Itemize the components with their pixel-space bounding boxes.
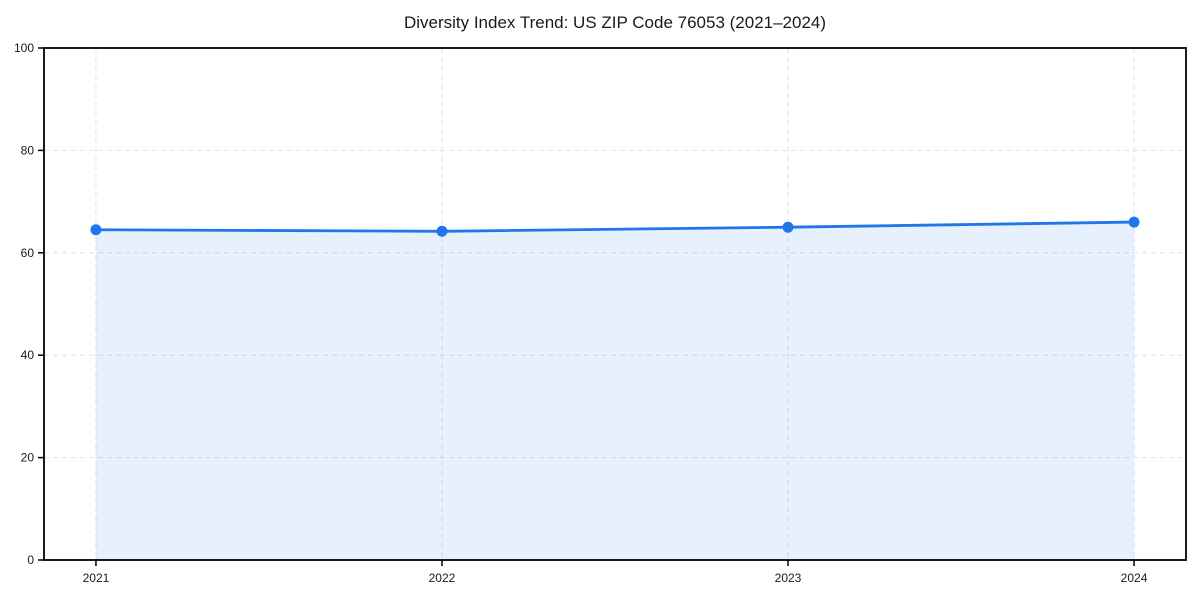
- x-tick-label: 2021: [83, 571, 110, 585]
- series-layer: [90, 216, 1140, 560]
- x-tick-label: 2024: [1121, 571, 1148, 585]
- plot-border: [43, 47, 1187, 561]
- x-tick-label: 2023: [775, 571, 802, 585]
- axis-layer: 0 20 40 60 80 100 2021 2022 2023 2024: [14, 41, 1187, 585]
- y-tick-label: 80: [21, 143, 35, 157]
- y-tick-label: 40: [21, 348, 35, 362]
- y-tick-label: 0: [27, 553, 34, 567]
- y-tick-label: 100: [14, 41, 34, 55]
- data-point-2021: [90, 224, 102, 236]
- data-point-2022: [436, 225, 448, 237]
- area-fill: [95, 222, 1135, 560]
- data-point-2023: [782, 221, 794, 233]
- trend-line: [94, 220, 1136, 233]
- y-tick-label: 60: [21, 246, 35, 260]
- data-point-2024: [1128, 216, 1140, 228]
- chart-title: Diversity Index Trend: US ZIP Code 76053…: [404, 13, 826, 32]
- y-tick-label: 20: [21, 451, 35, 465]
- x-tick-label: 2022: [429, 571, 456, 585]
